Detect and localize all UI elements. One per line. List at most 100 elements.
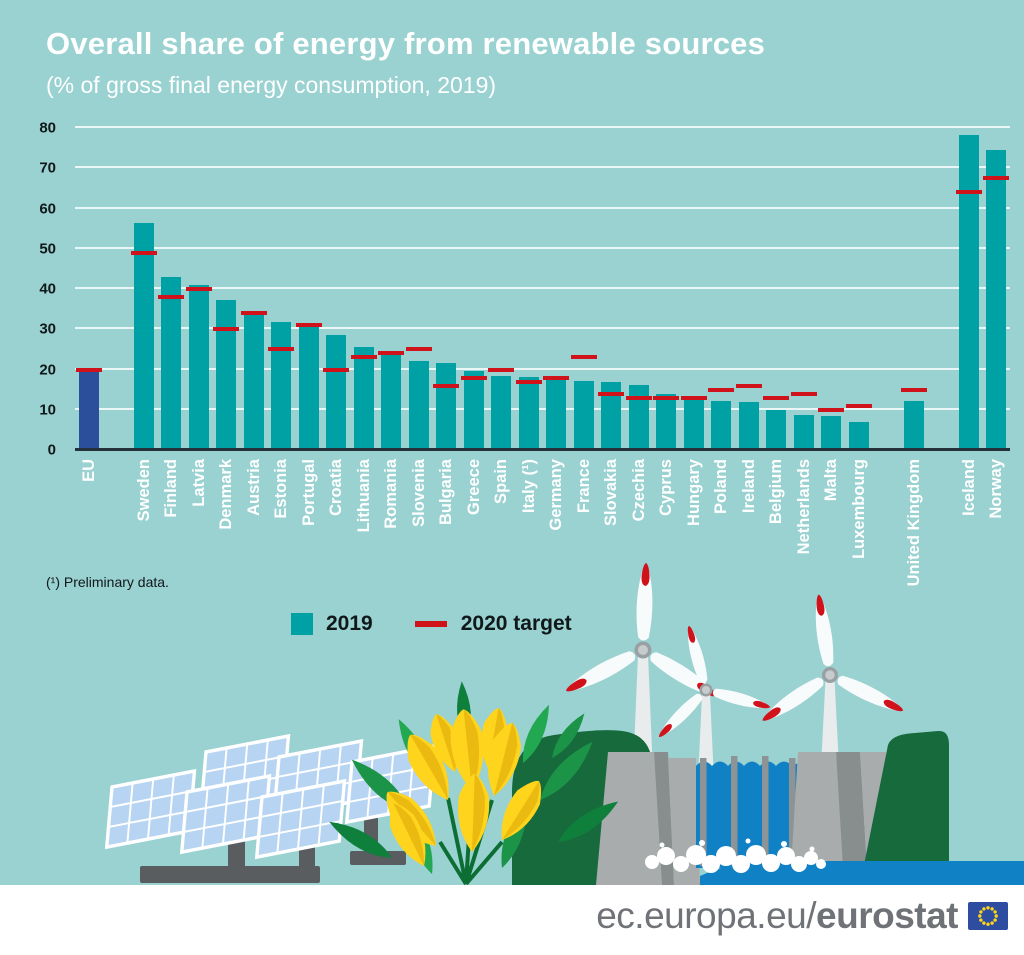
bar-group: Croatia: [323, 128, 351, 516]
bar-group: Czechia: [625, 128, 653, 521]
bar-2019: [381, 352, 402, 450]
bar-group: Sweden: [130, 128, 158, 521]
bar-group: Ireland: [735, 128, 763, 513]
outflow-water: [700, 861, 1024, 885]
target-2020-marker: [570, 355, 597, 360]
footnote: (¹) Preliminary data.: [46, 574, 169, 590]
y-tick-label: 50: [39, 240, 56, 258]
gridline: [75, 166, 1010, 169]
target-2020-marker: [130, 250, 157, 255]
bar-2019: [573, 380, 594, 450]
country-label: Croatia: [327, 459, 345, 516]
bar-group: Germany: [543, 128, 571, 531]
renewables-illustration: [104, 562, 1024, 885]
gridline: [75, 126, 1010, 128]
bar-2019: [848, 421, 869, 450]
y-tick-label: 60: [39, 200, 56, 217]
flag-stars: [978, 906, 998, 926]
bar-group: Latvia: [185, 128, 213, 507]
country-label: Netherlands: [794, 459, 813, 555]
bar-group: Lithuania: [350, 128, 378, 532]
country-label: Spain: [492, 459, 510, 504]
target-2020-marker: [735, 383, 762, 388]
legend-label-2019: 2019: [326, 612, 373, 635]
legend-swatch-2019-icon: [291, 613, 313, 635]
target-2020-marker: [900, 387, 927, 392]
country-label: Slovenia: [409, 459, 428, 527]
gridline: [75, 367, 1010, 370]
country-label: Sweden: [134, 459, 153, 522]
bar-2019: [766, 410, 787, 450]
flower-icon: [456, 773, 491, 853]
footer-bar: ec.europa.eu/eurostat: [0, 885, 1024, 955]
bars-row: EU Sweden Finland Latvia Denmark Austria Eston…: [75, 128, 1010, 586]
gridline: [75, 327, 1010, 330]
legend-label-2020-target: 2020 target: [460, 612, 572, 635]
bar-group: Poland: [708, 128, 736, 514]
target-2020-marker: [763, 395, 790, 400]
target-2020-marker: [515, 379, 542, 384]
country-label: Finland: [162, 459, 180, 518]
bar-group: Romania: [378, 128, 406, 529]
bar-2019: [463, 370, 484, 450]
country-label: Greece: [464, 459, 483, 515]
country-label: Latvia: [189, 459, 208, 507]
bar-2019: [78, 370, 99, 450]
hill-right: [860, 730, 949, 885]
target-2020-marker: [625, 395, 652, 400]
bar-group: Spain: [488, 128, 516, 504]
bar-group: Greece: [460, 128, 488, 515]
country-label: Iceland: [959, 459, 978, 516]
bar-group: Hungary: [680, 128, 708, 526]
bar-group: Belgium: [763, 128, 791, 524]
bar-group: Denmark: [213, 128, 241, 530]
foam: [645, 838, 826, 873]
bar-2019: [601, 381, 622, 450]
flowers-illustration: [325, 680, 623, 885]
target-2020-marker: [185, 287, 212, 291]
y-tick-label: 0: [47, 441, 56, 459]
eurostat-logo: ec.europa.eu/eurostat: [596, 895, 1008, 937]
target-2020-marker: [323, 367, 350, 372]
country-label: Hungary: [684, 459, 703, 526]
y-axis: 0 10 20 30 40 50 60 70 80: [0, 120, 66, 459]
target-2020-marker: [378, 351, 405, 356]
country-label: Portugal: [299, 459, 318, 526]
country-label: Bulgaria: [437, 459, 455, 526]
target-2020-marker: [598, 391, 625, 396]
bar-group: Portugal: [295, 128, 323, 526]
country-label: Ireland: [739, 459, 758, 514]
bar-2019: [216, 300, 237, 450]
target-2020-marker: [405, 347, 432, 352]
plot-area: EU Sweden Finland Latvia Denmark Austria Eston…: [75, 126, 1010, 586]
target-2020-marker: [680, 395, 707, 400]
country-label: Cyprus: [657, 459, 675, 516]
target-2020-marker: [818, 407, 845, 412]
bar-group: Bulgaria: [433, 128, 461, 525]
bar-group: Cyprus: [653, 128, 681, 516]
country-label: Belgium: [767, 459, 785, 525]
bar-2019: [298, 326, 319, 450]
bar-group: Austria: [240, 128, 268, 516]
country-label: Romania: [382, 459, 400, 529]
gridline: [75, 407, 1010, 410]
bar-2019: [326, 335, 347, 450]
country-label: Lithuania: [354, 459, 373, 533]
y-tick-label: 80: [39, 119, 56, 137]
target-2020-marker: [213, 327, 240, 332]
target-2020-marker: [543, 375, 570, 380]
bar-2019: [903, 400, 924, 450]
country-label: Austria: [244, 459, 263, 516]
country-label: Luxembourg: [849, 459, 868, 559]
logo-url-bold: eurostat: [816, 895, 958, 936]
bar-group: Slovenia: [405, 128, 433, 527]
gridline: [75, 206, 1010, 209]
y-tick-label: 70: [39, 159, 56, 177]
target-2020-marker: [268, 347, 295, 352]
target-2020-marker: [653, 395, 680, 400]
page-subtitle: (% of gross final energy consumption, 20…: [46, 72, 497, 98]
bar-group: France: [570, 128, 598, 513]
hydro-dam-illustration: [512, 730, 1024, 885]
target-2020-marker: [240, 311, 267, 316]
